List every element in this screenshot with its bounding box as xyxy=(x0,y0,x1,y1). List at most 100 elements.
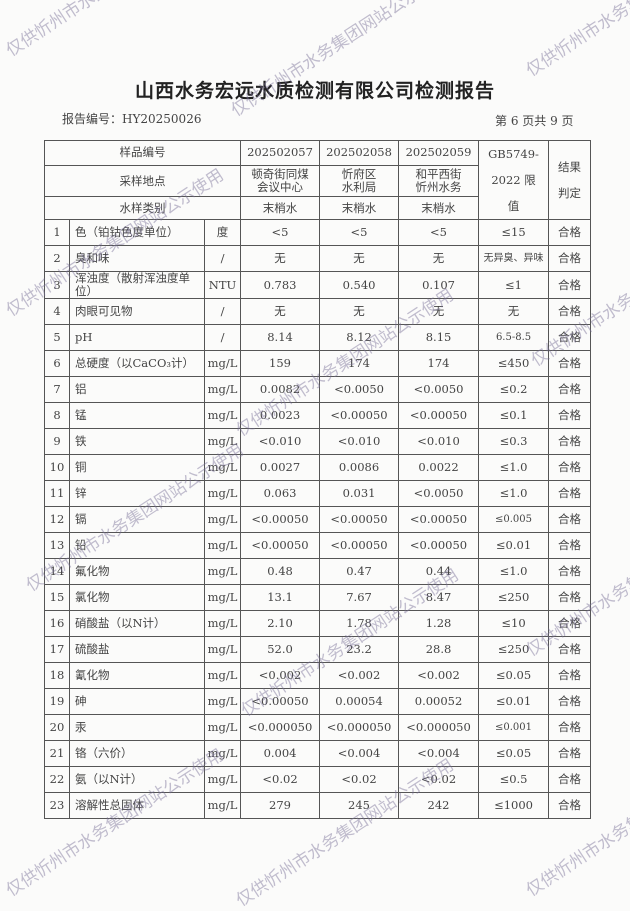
sample-value: <5 xyxy=(240,219,321,246)
sample-no: 202502059 xyxy=(398,140,480,166)
item-number: 1 xyxy=(44,219,70,246)
sample-value: <0.00050 xyxy=(398,532,480,559)
table-row: 14 氟化物 mg/L 0.48 0.47 0.44 ≤1.0 合格 xyxy=(44,558,592,585)
sample-value: 0.107 xyxy=(398,271,480,299)
table-row: 21 铬（六价） mg/L 0.004 <0.004 <0.004 ≤0.05 合格 xyxy=(44,740,592,767)
sample-value: 28.8 xyxy=(398,636,480,663)
site-label: 采样地点 xyxy=(43,164,242,198)
item-number: 23 xyxy=(44,792,70,819)
result-value: 合格 xyxy=(548,792,592,819)
sample-no: 202502058 xyxy=(319,140,400,166)
item-name: 硫酸盐 xyxy=(69,636,205,663)
table-row: 9 铁 mg/L <0.010 <0.010 <0.010 ≤0.3 合格 xyxy=(44,428,592,455)
result-value: 合格 xyxy=(548,271,592,299)
sample-value: <0.00050 xyxy=(319,532,400,559)
item-name: 砷 xyxy=(69,688,205,715)
sample-value: 0.0022 xyxy=(398,454,480,481)
sample-value: 13.1 xyxy=(240,584,321,611)
watermark-text: 仅供忻州市水务集团网站公示使用 xyxy=(0,0,228,61)
header-row-site: 采样地点 顿奇街同煤会议中心 忻府区水利局 和平西街忻州水务 xyxy=(43,164,591,198)
result-value: 合格 xyxy=(548,245,592,272)
item-number: 18 xyxy=(44,662,70,689)
sample-value: 245 xyxy=(319,792,400,819)
item-unit: mg/L xyxy=(203,662,242,689)
sample-type: 末梢水 xyxy=(319,196,400,220)
item-name: 铁 xyxy=(69,428,205,455)
limit-value: ≤0.1 xyxy=(478,402,550,429)
item-unit: mg/L xyxy=(203,558,242,585)
sample-value: <5 xyxy=(319,219,400,246)
sample-value: 52.0 xyxy=(240,636,321,663)
limit-value: 无 xyxy=(478,298,550,325)
sample-value: <0.000050 xyxy=(398,714,480,741)
sample-value: <0.02 xyxy=(240,766,321,793)
limit-value: ≤0.05 xyxy=(478,662,550,689)
sample-value: 0.44 xyxy=(398,558,480,585)
sample-value: 无 xyxy=(240,245,321,272)
item-name: 氨（以N计） xyxy=(69,766,205,793)
sample-value: 无 xyxy=(240,298,321,325)
item-unit: mg/L xyxy=(203,688,242,715)
sample-value: 0.031 xyxy=(319,480,400,507)
item-number: 7 xyxy=(44,376,70,403)
item-number: 20 xyxy=(44,714,70,741)
item-unit: mg/L xyxy=(203,792,242,819)
sample-value: 174 xyxy=(398,350,480,377)
item-name: 肉眼可见物 xyxy=(69,298,205,325)
result-value: 合格 xyxy=(548,688,592,715)
item-name: 氰化物 xyxy=(69,662,205,689)
sample-value: <0.00050 xyxy=(240,506,321,533)
item-number: 22 xyxy=(44,766,70,793)
results-table: 样品编号 202502057 202502058 202502059 GB574… xyxy=(43,140,592,819)
item-name: 铬（六价） xyxy=(69,740,205,767)
table-row: 8 锰 mg/L 0.0023 <0.00050 <0.00050 ≤0.1 合格 xyxy=(44,402,592,429)
item-name: 汞 xyxy=(69,714,205,741)
sample-value: <0.000050 xyxy=(319,714,400,741)
sample-value: <0.00050 xyxy=(240,688,321,715)
sample-value: <0.0050 xyxy=(319,376,400,403)
result-value: 合格 xyxy=(548,376,592,403)
table-row: 22 氨（以N计） mg/L <0.02 <0.02 <0.02 ≤0.5 合格 xyxy=(44,766,592,793)
sample-value: <0.010 xyxy=(319,428,400,455)
item-number: 2 xyxy=(44,245,70,272)
limit-value: ≤0.5 xyxy=(478,766,550,793)
item-unit: mg/L xyxy=(203,584,242,611)
limit-value: ≤10 xyxy=(478,610,550,637)
item-unit: / xyxy=(203,298,242,325)
sample-value: 8.15 xyxy=(398,324,480,351)
result-value: 合格 xyxy=(548,662,592,689)
table-row: 16 硝酸盐（以N计） mg/L 2.10 1.78 1.28 ≤10 合格 xyxy=(44,610,592,637)
result-value: 合格 xyxy=(548,350,592,377)
table-row: 23 溶解性总固体 mg/L 279 245 242 ≤1000 合格 xyxy=(44,792,592,819)
item-unit: mg/L xyxy=(203,714,242,741)
sample-value: 159 xyxy=(240,350,321,377)
sample-site: 顿奇街同煤会议中心 xyxy=(240,164,321,198)
result-value: 合格 xyxy=(548,636,592,663)
sample-value: <0.004 xyxy=(398,740,480,767)
table-row: 15 氯化物 mg/L 13.1 7.67 8.47 ≤250 合格 xyxy=(44,584,592,611)
item-name: pH xyxy=(69,324,205,351)
result-value: 合格 xyxy=(548,324,592,351)
item-unit: mg/L xyxy=(203,766,242,793)
item-unit: mg/L xyxy=(203,428,242,455)
sample-value: 0.47 xyxy=(319,558,400,585)
sample-value: <0.0050 xyxy=(398,480,480,507)
standard-label: GB5749-2022 限值 xyxy=(478,140,550,220)
table-row: 20 汞 mg/L <0.000050 <0.000050 <0.000050 ≤0.001… xyxy=(44,714,592,741)
item-number: 6 xyxy=(44,350,70,377)
sample-value: 0.783 xyxy=(240,271,321,299)
table-row: 11 锌 mg/L 0.063 0.031 <0.0050 ≤1.0 合格 xyxy=(44,480,592,507)
item-unit: NTU xyxy=(203,271,242,299)
limit-value: ≤1.0 xyxy=(478,454,550,481)
sample-value: 279 xyxy=(240,792,321,819)
result-value: 合格 xyxy=(548,219,592,246)
table-row: 2 臭和味 / 无无无无异臭、异味 合格 xyxy=(44,245,592,272)
item-number: 8 xyxy=(44,402,70,429)
limit-value: ≤0.005 xyxy=(478,506,550,533)
sample-site: 忻府区水利局 xyxy=(319,164,400,198)
result-value: 合格 xyxy=(548,428,592,455)
item-number: 17 xyxy=(44,636,70,663)
sample-value: <0.002 xyxy=(240,662,321,689)
item-unit: mg/L xyxy=(203,532,242,559)
sample-value: 0.540 xyxy=(319,271,400,299)
